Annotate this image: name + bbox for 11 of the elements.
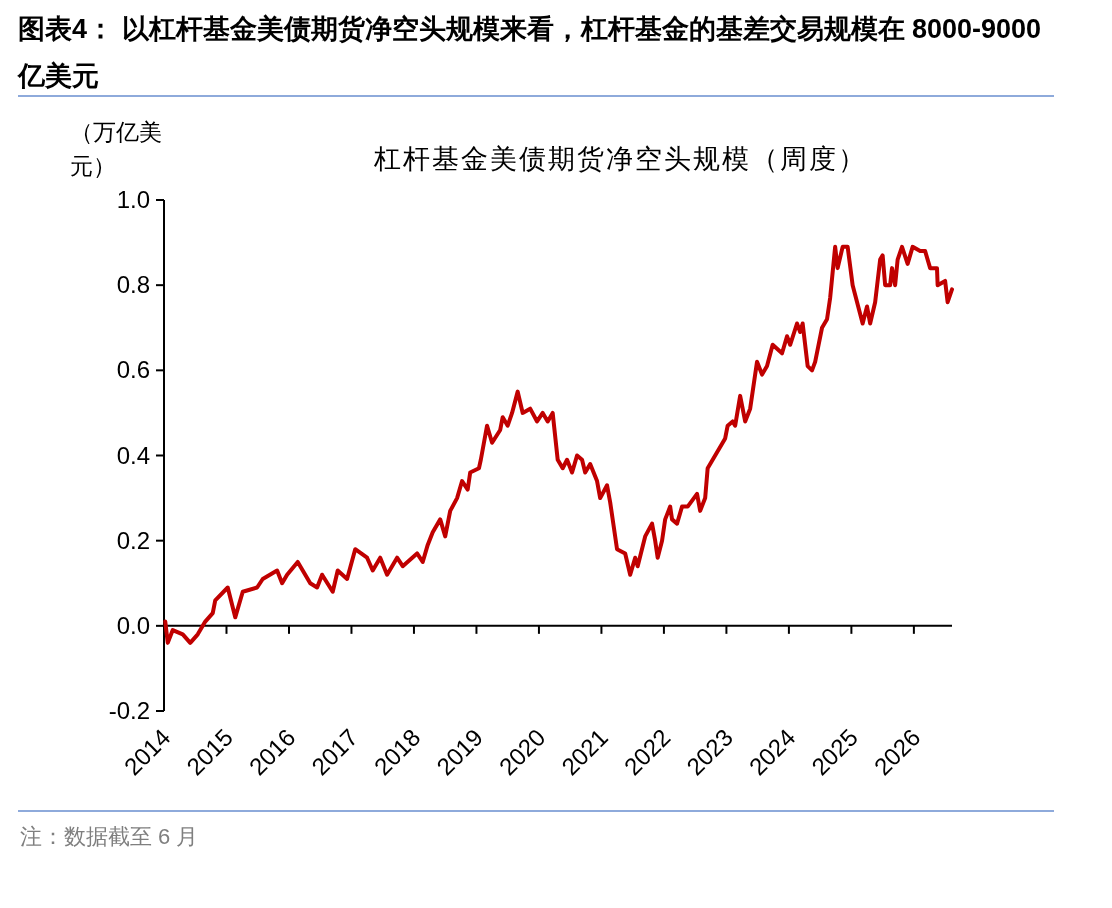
y-tick-label: 0.4: [116, 441, 150, 469]
y-tick-label: -0.2: [108, 697, 150, 724]
chart-title: 图表4： 以杠杆基金美债期货净空头规模来看，杠杆基金的基差交易规模在 8000-9000 亿美元: [18, 13, 1043, 93]
y-tick-label: 0.0: [116, 611, 150, 639]
y-tick-label: 0.2: [116, 526, 150, 554]
chart-subtitle: 杠杆基金美债期货净空头规模（周度）: [372, 143, 867, 174]
y-axis-title: （万亿美元）: [70, 118, 163, 181]
y-tick-label: 0.6: [116, 356, 150, 384]
y-tick-label: 1.0: [116, 186, 150, 213]
y-tick-label: 0.8: [116, 271, 150, 299]
text: 注：数据截至 6 月: [20, 823, 199, 851]
